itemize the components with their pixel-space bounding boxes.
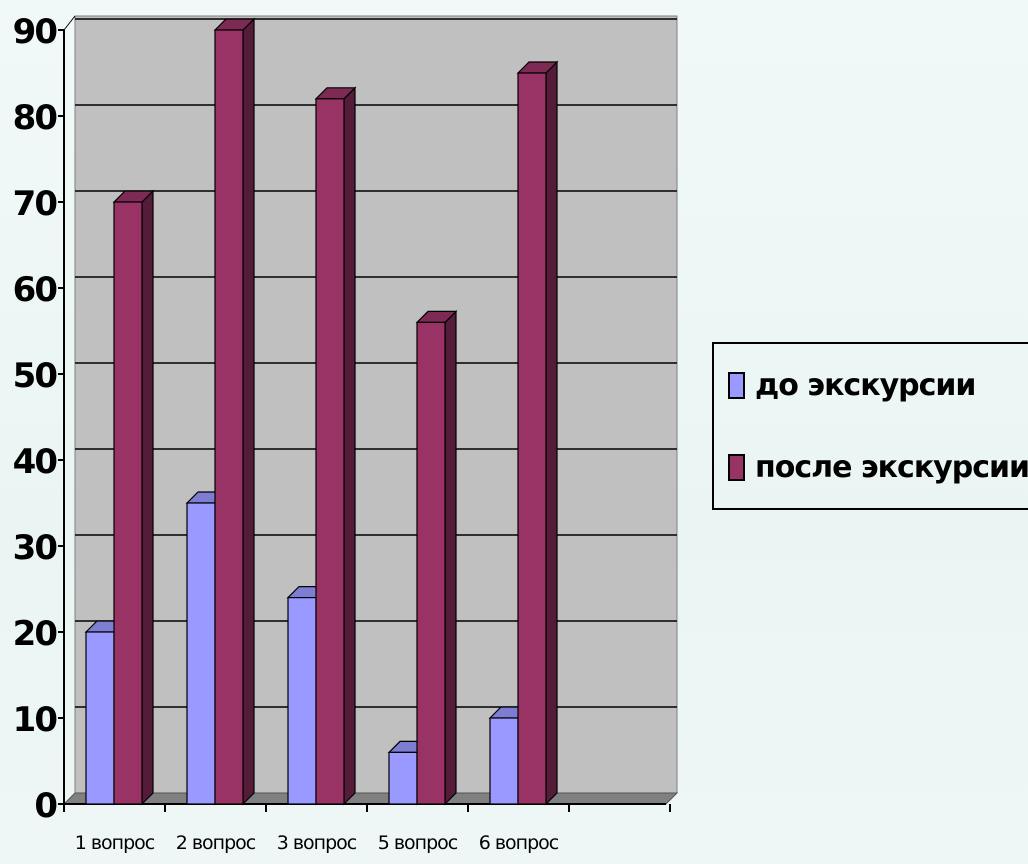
bar-side-1-1	[242, 17, 255, 806]
bar-before-2	[287, 596, 317, 805]
y-tick-label-70: 70	[13, 184, 58, 224]
x-tick-label-1: 2 вопрос	[176, 832, 256, 854]
y-tick-label-40: 40	[13, 442, 58, 482]
legend-label-before: до экскурсии	[755, 368, 976, 403]
y-tick-label-60: 60	[13, 270, 58, 310]
bar-side-1-4	[545, 60, 558, 806]
y-tick-label-0: 0	[34, 786, 57, 826]
y-tick-label-80: 80	[13, 98, 58, 138]
x-tick-label-4: 6 вопрос	[479, 832, 559, 854]
legend-swatch-after	[728, 454, 745, 481]
bar-side-1-2	[343, 86, 356, 806]
bar-before-0	[85, 631, 115, 805]
plot-floor	[62, 792, 679, 805]
x-tick-label-3: 5 вопрос	[378, 832, 458, 854]
y-tick-label-30: 30	[13, 528, 58, 568]
bar-after-4	[517, 72, 547, 805]
bar-before-3	[388, 751, 418, 805]
legend-swatch-before	[728, 372, 745, 399]
x-tick-label-0: 1 вопрос	[75, 832, 155, 854]
bar-after-0	[113, 201, 143, 805]
bar-before-1	[186, 502, 216, 805]
bar-side-1-0	[141, 189, 154, 806]
legend-item-before: до экскурсии	[728, 368, 976, 403]
x-tick-label-2: 3 вопрос	[277, 832, 357, 854]
bar-side-1-3	[444, 309, 457, 806]
y-axis-connector	[63, 15, 76, 31]
legend-item-after: после экскурсии	[728, 450, 1028, 485]
bar-after-3	[416, 321, 446, 805]
bar-after-1	[214, 29, 244, 805]
bar-after-2	[315, 98, 345, 805]
y-tick-label-10: 10	[13, 700, 58, 740]
y-tick-label-20: 20	[13, 614, 58, 654]
y-tick-label-50: 50	[13, 356, 58, 396]
legend-label-after: после экскурсии	[755, 450, 1028, 485]
plot-wall	[74, 15, 678, 794]
bar-before-4	[489, 717, 519, 805]
y-tick-label-90: 90	[13, 12, 58, 52]
legend: до экскурсии после экскурсии	[712, 342, 1028, 510]
